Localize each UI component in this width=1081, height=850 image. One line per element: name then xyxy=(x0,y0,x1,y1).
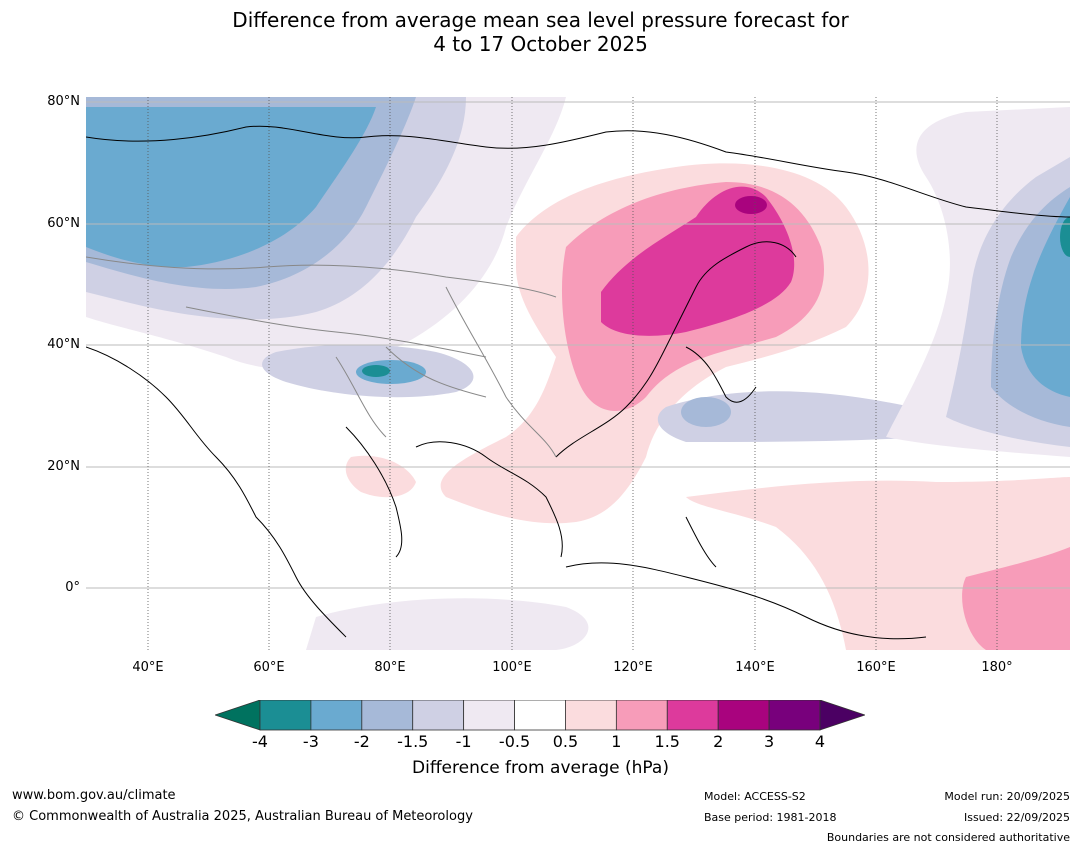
lon-label-80e: 80°E xyxy=(374,660,406,675)
anomaly-region-pos-pacific-core xyxy=(962,547,1070,650)
longitude-gridlines xyxy=(147,97,998,650)
anomaly-region-pos-2 xyxy=(735,196,767,214)
footer-issued: Issued: 22/09/2025 xyxy=(963,811,1070,824)
footer-model: Model: ACCESS-S2 xyxy=(704,790,806,803)
anomaly-region-pos-india xyxy=(345,455,416,498)
country-borders xyxy=(86,256,557,458)
colorbar-segment xyxy=(514,699,566,731)
footer-website: www.bom.gov.au/climate xyxy=(12,788,176,803)
colorbar-tick-label: -1 xyxy=(455,732,472,751)
lon-label-160e: 160°E xyxy=(856,660,896,675)
lon-label-140e: 140°E xyxy=(735,660,775,675)
colorbar-tick-label: -4 xyxy=(252,732,268,751)
lon-label-120e: 120°E xyxy=(613,660,653,675)
colorbar-over-triangle xyxy=(819,699,867,731)
colorbar-tick-label: 0.5 xyxy=(552,732,579,751)
lat-label-80n: 80°N xyxy=(47,94,80,109)
title-line-1: Difference from average mean sea level p… xyxy=(232,8,849,32)
lon-label-100e: 100°E xyxy=(492,660,532,675)
colorbar-segment xyxy=(615,699,668,731)
title-line-2: 4 to 17 October 2025 xyxy=(433,32,648,56)
colorbar-under-triangle xyxy=(213,699,261,731)
colorbar-tick-label: 2 xyxy=(713,732,724,751)
colorbar-tick-label: 4 xyxy=(814,732,826,751)
colorbar-tick-label: 3 xyxy=(763,732,775,751)
chart-title: Difference from average mean sea level p… xyxy=(0,8,1081,56)
lat-label-40n: 40°N xyxy=(47,337,80,352)
colorbar-segment xyxy=(717,699,770,731)
coastlines xyxy=(86,125,1070,640)
latitude-gridlines xyxy=(86,101,1070,589)
colorbar-tick-label: -3 xyxy=(302,732,319,751)
colorbar-segment xyxy=(310,699,363,731)
lon-label-60e: 60°E xyxy=(253,660,285,675)
lat-label-20n: 20°N xyxy=(47,459,80,474)
footer-base-period: Base period: 1981-2018 xyxy=(704,811,837,824)
anomaly-region-neg-tibet-center xyxy=(362,365,390,377)
anomaly-region-neg-npac-4 xyxy=(1060,217,1070,257)
anomaly-region-neg-south xyxy=(306,598,589,650)
anomaly-region-neg-pacific xyxy=(657,391,947,442)
anomaly-region-neg-3 xyxy=(86,107,376,268)
colorbar-tick-label: -2 xyxy=(353,732,370,751)
lat-label-60n: 60°N xyxy=(47,216,80,231)
lon-label-180: 180° xyxy=(981,660,1013,675)
colorbar-tick-label: -1.5 xyxy=(397,732,429,751)
colorbar xyxy=(213,699,867,732)
footer-disclaimer: Boundaries are not considered authoritat… xyxy=(826,831,1070,844)
colorbar-segment xyxy=(565,699,617,731)
colorbar-segment xyxy=(412,699,465,731)
lat-label-0: 0° xyxy=(65,580,80,595)
colorbar-segment xyxy=(361,699,414,731)
pressure-anomaly-map xyxy=(86,97,1070,650)
colorbar-tick-label: -0.5 xyxy=(498,732,531,751)
lon-label-40e: 40°E xyxy=(132,660,164,675)
colorbar-segment xyxy=(768,699,821,731)
colorbar-label: Difference from average (hPa) xyxy=(412,758,669,778)
footer-copyright: © Commonwealth of Australia 2025, Austra… xyxy=(12,809,473,824)
colorbar-segment xyxy=(666,699,719,731)
colorbar-tick-label: 1.5 xyxy=(654,732,680,751)
colorbar-segment xyxy=(259,699,312,731)
footer-model-run: Model run: 20/09/2025 xyxy=(944,790,1070,803)
colorbar-tick-label: 1 xyxy=(611,732,622,751)
anomaly-region-neg-pacific-core xyxy=(681,397,731,427)
colorbar-segment xyxy=(463,699,515,731)
anomaly-region-neg-npac-3 xyxy=(1021,197,1070,397)
